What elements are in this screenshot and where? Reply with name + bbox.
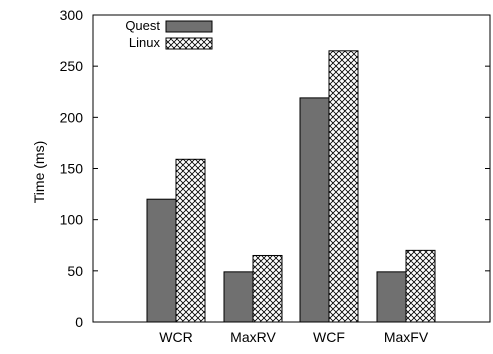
y-axis-title: Time (ms) [31,141,47,203]
y-tick-label: 150 [60,161,84,177]
y-tick-label: 200 [60,109,84,125]
x-category-label: MaxFV [384,329,429,345]
bar-linux-wcr [175,158,206,323]
y-tick-label: 50 [67,263,83,279]
legend-label: Quest [125,18,160,33]
legend-swatch [165,20,213,33]
bar-quest-maxfv [376,271,407,323]
bar-quest-wcf [299,97,330,323]
y-tick-label: 0 [75,314,83,330]
legend-swatch [165,37,213,50]
bar-linux-wcf [328,50,359,323]
x-category-label: WCR [159,329,192,345]
bar-linux-maxrv [252,254,283,323]
y-tick-label: 250 [60,58,84,74]
legend-label: Linux [129,35,161,50]
bar-quest-maxrv [223,271,254,323]
bars-layer [146,50,436,323]
y-tick-label: 100 [60,212,84,228]
bar-quest-wcr [146,198,177,323]
y-tick-label: 300 [60,7,84,23]
y-axis: 0 50 100 150 200 250 300 [60,7,490,330]
x-category-label: MaxRV [230,329,276,345]
legend: Quest Linux [125,18,213,50]
x-axis: WCR MaxRV WCF MaxFV [159,329,429,345]
x-category-label: WCF [313,329,345,345]
bar-linux-maxfv [405,249,436,323]
